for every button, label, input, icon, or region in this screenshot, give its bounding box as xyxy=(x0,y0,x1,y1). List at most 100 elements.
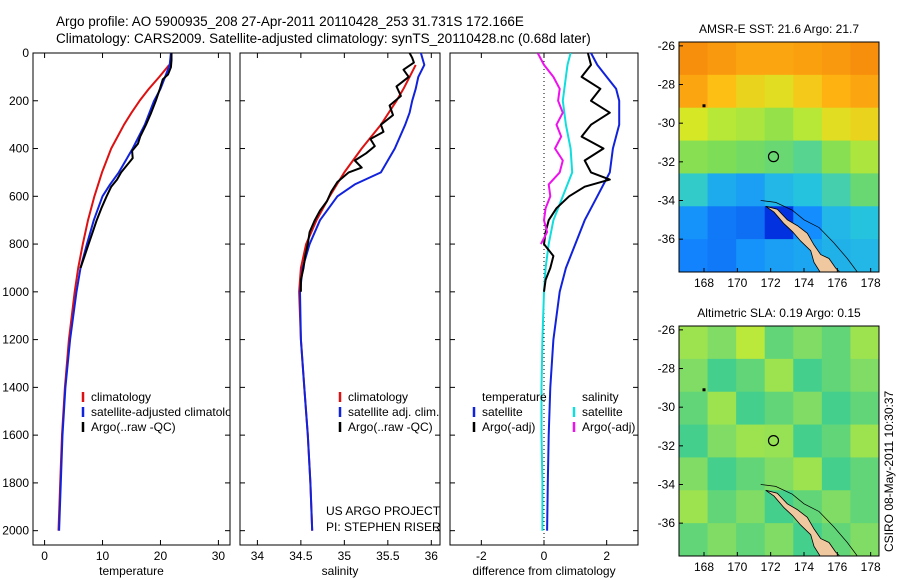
sla-map-cell xyxy=(850,523,879,556)
difference-series-group xyxy=(536,53,621,531)
sla-map-ytick-label: -30 xyxy=(658,400,676,414)
salinity-frame xyxy=(239,52,441,546)
sst-map-cell xyxy=(679,74,709,109)
sla-map-land xyxy=(765,489,841,556)
sst-map-ytick-label: -30 xyxy=(658,116,676,130)
sst-map-cell xyxy=(821,107,852,142)
sla-map-cell xyxy=(679,326,709,360)
sst-map-cell xyxy=(707,107,737,142)
sla-map-cell xyxy=(679,523,709,556)
temperature-legend-label: satellite-adjusted climatology xyxy=(91,405,244,419)
sst-map-cell xyxy=(850,206,879,240)
sst-map-cell xyxy=(821,140,852,175)
salinity-xtick-label: 34.5 xyxy=(289,549,313,563)
difference-legend-label: Argo(-adj) xyxy=(482,420,535,434)
sla-map-cell xyxy=(764,523,794,556)
sla-map-ytick-label: -34 xyxy=(658,477,676,491)
temperature-ytick-label: 800 xyxy=(9,237,29,251)
sst-map-cell xyxy=(764,140,794,175)
difference-legend-label: satellite xyxy=(582,405,623,419)
temperature-ytick-label: 200 xyxy=(9,94,29,108)
difference-xtick-label: 2 xyxy=(603,549,610,563)
salinity-xlabel: salinity xyxy=(322,564,359,578)
temperature-ytick-label: 1400 xyxy=(2,380,29,394)
sla-map-cell xyxy=(821,326,852,360)
temperature-frame xyxy=(32,52,231,546)
sla-map-cell xyxy=(821,391,852,426)
sst-map-dot-marker xyxy=(702,104,706,108)
salinity-panel: 34 34.5 35 35.5 36 salinity climatologysatelli… xyxy=(239,52,441,578)
salinity-series-argo-raw-qc xyxy=(299,53,415,292)
sst-map-ytick-label: -26 xyxy=(658,39,676,53)
plots-layer: 0 10 20 30020040060080010001200140016001800… xyxy=(2,22,881,578)
figure-title-line1: Argo profile: AO 5900935_208 27-Apr-2011… xyxy=(56,14,524,29)
salinity-xtick-label: 34 xyxy=(251,549,265,563)
difference-series-temperature-argo-adj xyxy=(543,53,611,292)
sla-map-cell xyxy=(764,358,794,393)
sst-map-xtick-label: 168 xyxy=(694,276,714,290)
sla-map-cell xyxy=(793,391,823,426)
sla-map-title: Altimetric SLA: 0.19 Argo: 0.15 xyxy=(697,306,861,320)
sst-map-cell xyxy=(764,107,794,142)
salinity-xtick-label: 35.5 xyxy=(376,549,400,563)
temperature-series-group xyxy=(57,53,173,531)
salinity-legend-label: climatology xyxy=(348,390,408,404)
sst-map-cell xyxy=(821,173,852,207)
sst-map-xtick-label: 178 xyxy=(861,276,881,290)
sla-map-cell xyxy=(821,424,852,459)
temperature-ytick-label: 1600 xyxy=(2,428,29,442)
temperature-ytick-label: 1800 xyxy=(2,476,29,490)
sla-map-cell xyxy=(736,523,766,556)
temperature-legend-label: climatology xyxy=(91,390,151,404)
sst-map-cell xyxy=(764,42,794,76)
temperature-panel: 0 10 20 30 0 200 400 600 800 1000 1200 1400 1600 1800… xyxy=(2,46,244,578)
sla-map-cell xyxy=(850,424,879,459)
sla-map-dot-marker xyxy=(702,388,706,392)
sla-map-cell xyxy=(850,326,879,360)
difference-series-salinity-argo-adj xyxy=(536,53,564,245)
temperature-ytick-label: 600 xyxy=(9,189,29,203)
difference-xlabel: difference from climatology xyxy=(472,564,615,578)
sla-map-cell xyxy=(764,424,794,459)
sst-map-cell xyxy=(850,42,879,76)
sla-map-cell xyxy=(679,391,709,426)
sla-map-cell xyxy=(736,457,766,491)
sla-map-ytick-label: -32 xyxy=(658,439,676,453)
sla-map-panel: 168 170 172 174 176 178 -26 -28 -30 -32 -34 -36 Alti… xyxy=(658,306,881,574)
temperature-ytick-label: 0 xyxy=(22,46,29,60)
sst-map-cell xyxy=(679,107,709,142)
sla-map-cell xyxy=(850,358,879,393)
sst-map-cell xyxy=(764,239,794,272)
temperature-ytick-label: 2000 xyxy=(2,524,29,538)
sst-map-cell xyxy=(793,74,823,109)
sla-map-frame xyxy=(678,325,880,557)
sla-map-cell xyxy=(793,358,823,393)
sla-map-cell xyxy=(821,457,852,491)
sst-map-cell xyxy=(850,140,879,175)
sst-map-cell xyxy=(793,107,823,142)
sla-map-xtick-label: 176 xyxy=(827,560,847,574)
sst-map-cell xyxy=(850,239,879,272)
sla-map-cell xyxy=(793,424,823,459)
sla-map-cell xyxy=(850,457,879,491)
sst-map-cell xyxy=(707,140,737,175)
sst-map-cell xyxy=(707,42,737,76)
temperature-series-argo-raw-qc xyxy=(79,53,173,269)
sst-map-ytick-label: -34 xyxy=(658,193,676,207)
credit-line2: PI: STEPHEN RISER xyxy=(326,520,441,534)
sla-map-cell xyxy=(821,490,852,524)
sla-map-xtick-label: 178 xyxy=(861,560,881,574)
figure-title-line2: Climatology: CARS2009. Satellite-adjuste… xyxy=(56,31,591,46)
sla-map-xtick-label: 168 xyxy=(694,560,714,574)
sla-map-ytick-label: -26 xyxy=(658,323,676,337)
sst-map-ytick-label: -32 xyxy=(658,155,676,169)
sla-map-cell xyxy=(707,326,737,360)
difference-legend-label: Argo(-adj) xyxy=(582,420,635,434)
sla-map-cell xyxy=(793,457,823,491)
temperature-legend-label: Argo(..raw -QC) xyxy=(91,420,176,434)
sst-map-xtick-label: 170 xyxy=(727,276,747,290)
sst-map-field xyxy=(679,42,879,272)
salinity-series-group xyxy=(298,53,426,531)
sla-map-xtick-label: 172 xyxy=(761,560,781,574)
